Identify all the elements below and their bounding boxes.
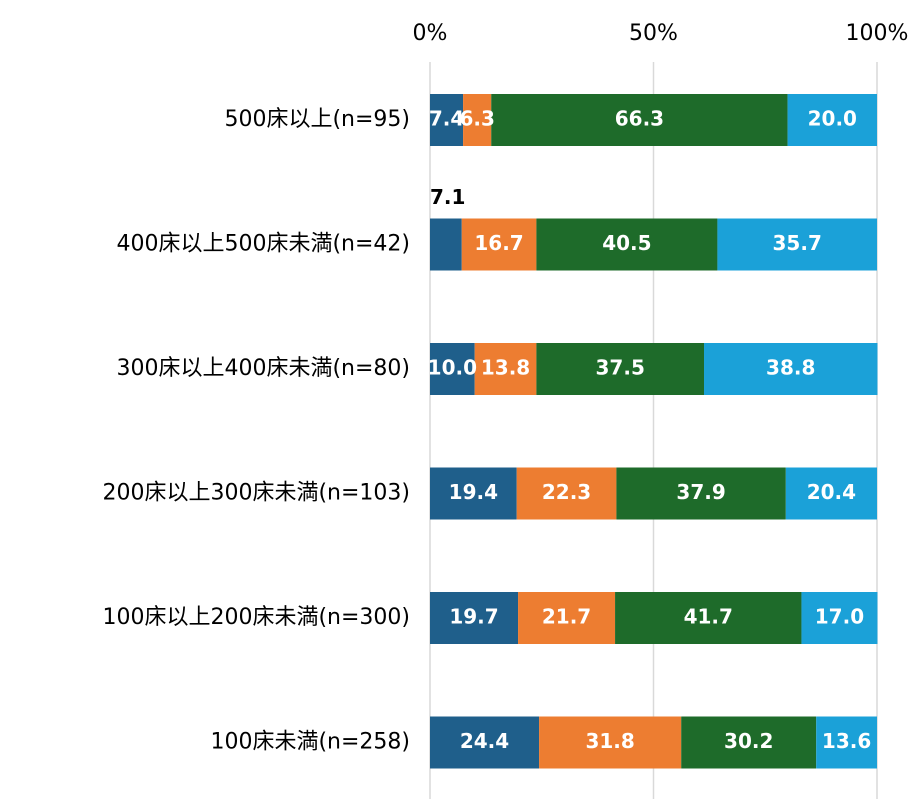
bar-segment <box>787 94 877 146</box>
data-label: 17.0 <box>815 605 864 629</box>
bar-segment <box>430 218 462 271</box>
bar-segment <box>430 94 464 146</box>
bar-segment <box>430 343 475 395</box>
data-label: 41.7 <box>684 605 733 629</box>
bar-segment <box>516 467 617 520</box>
category-label: 200床以上300床未満(n=103) <box>102 481 410 506</box>
category-label: 300床以上400床未満(n=80) <box>116 356 410 381</box>
category-labels: 500床以上(n=95) 400床以上500床未満(n=42) 300床以上400床… <box>102 107 410 755</box>
data-label: 40.5 <box>602 231 651 255</box>
data-label: 6.3 <box>459 107 494 131</box>
data-label: 13.6 <box>822 729 871 753</box>
bar-segment <box>474 343 537 395</box>
bar-segment <box>801 592 878 644</box>
category-label: 100床未満(n=258) <box>210 730 410 755</box>
category-label: 400床以上500床未満(n=42) <box>116 232 410 257</box>
category-label: 100床以上200床未満(n=300) <box>102 605 410 630</box>
data-label: 37.5 <box>596 356 645 380</box>
bar-segment <box>461 218 537 271</box>
data-label: 19.4 <box>449 480 498 504</box>
bar-segment <box>518 592 616 644</box>
bar-segment <box>430 592 519 644</box>
bars <box>430 94 878 769</box>
data-label: 30.2 <box>724 729 773 753</box>
data-label: 7.4 <box>429 107 464 131</box>
data-label: 21.7 <box>542 605 591 629</box>
data-label: 24.4 <box>460 729 509 753</box>
bar-segment <box>615 592 802 644</box>
data-label: 31.8 <box>585 729 634 753</box>
data-label: 7.1 <box>430 185 465 209</box>
bar-segment <box>616 467 786 520</box>
bar-segment <box>785 467 877 520</box>
bar-segment <box>539 716 682 769</box>
data-label: 13.8 <box>481 356 530 380</box>
bar-segment <box>717 218 877 271</box>
bar-segment <box>704 343 878 395</box>
data-label: 37.9 <box>676 480 725 504</box>
data-label: 16.7 <box>474 231 523 255</box>
data-labels: 7.46.3 66.3 20.0 7.1 16.7 40.5 35.7 10.0 13.8 37.… <box>428 107 872 754</box>
data-label: 66.3 <box>615 107 664 131</box>
data-label: 35.7 <box>773 231 822 255</box>
bar-segment <box>681 716 817 769</box>
data-label: 20.0 <box>808 107 857 131</box>
bar-segment <box>536 218 718 271</box>
x-axis-ticks: 0% 50% 100% <box>413 21 909 46</box>
gridlines <box>429 62 878 799</box>
data-label: 10.0 <box>428 356 477 380</box>
bar-segment <box>430 716 540 769</box>
bar-segment <box>536 343 705 395</box>
category-label: 500床以上(n=95) <box>224 107 410 132</box>
x-tick-label: 0% <box>413 21 448 46</box>
bar-segment <box>491 94 788 146</box>
bar-segment <box>816 716 877 769</box>
bar-segment <box>430 467 517 520</box>
data-label: 20.4 <box>807 480 856 504</box>
data-label: 19.7 <box>449 605 498 629</box>
x-tick-label: 50% <box>629 21 678 46</box>
data-label: 22.3 <box>542 480 591 504</box>
bar-segment <box>463 94 492 146</box>
x-tick-label: 100% <box>846 21 909 46</box>
data-label: 38.8 <box>766 356 815 380</box>
